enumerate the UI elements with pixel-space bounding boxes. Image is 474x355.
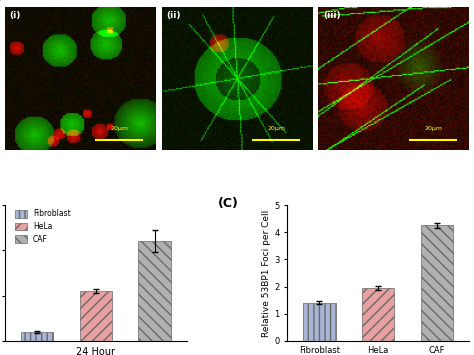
Bar: [80, 291, 112, 341]
Bar: [138, 241, 171, 341]
Text: 20μm: 20μm: [110, 126, 128, 131]
X-axis label: 24 Hour: 24 Hour: [76, 347, 115, 355]
Legend: Fibroblast, HeLa, CAF: Fibroblast, HeLa, CAF: [12, 206, 73, 247]
Bar: [303, 303, 336, 341]
Text: 20μm: 20μm: [267, 126, 285, 131]
Bar: [421, 225, 453, 341]
Text: (A): (A): [0, 0, 3, 4]
Bar: [362, 288, 394, 341]
Text: (iii): (iii): [323, 11, 341, 20]
Text: (C): (C): [218, 197, 239, 210]
Y-axis label: Relative 53BP1 Foci per Cell: Relative 53BP1 Foci per Cell: [262, 209, 271, 337]
Text: (i): (i): [9, 11, 21, 20]
Text: 20μm: 20μm: [424, 126, 442, 131]
Text: (ii): (ii): [166, 11, 181, 20]
Bar: [21, 332, 53, 341]
